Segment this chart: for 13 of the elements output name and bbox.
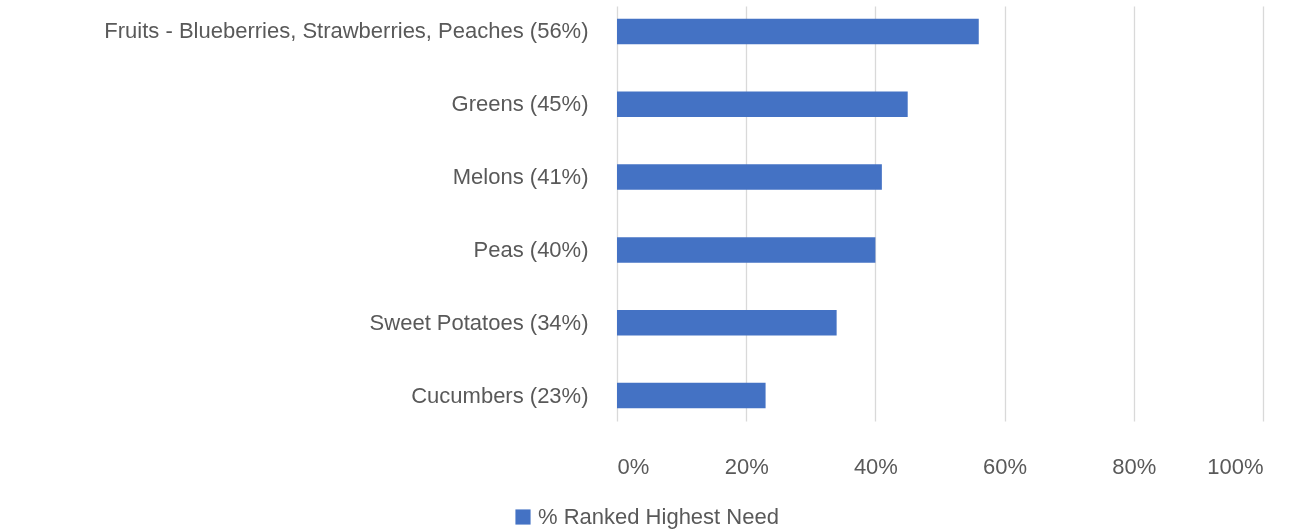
- x-tick-label: 40%: [853, 453, 898, 479]
- legend-label: % Ranked Highest Need: [538, 504, 779, 529]
- x-tick-label: 20%: [724, 453, 769, 479]
- x-tick-label: 80%: [1112, 453, 1157, 479]
- x-tick-label: 60%: [983, 453, 1028, 479]
- x-tick-label: 0%: [617, 453, 650, 479]
- y-tick-label: Peas (40%): [473, 236, 589, 262]
- y-tick-label: Sweet Potatoes (34%): [369, 309, 589, 335]
- y-tick-label: Greens (45%): [451, 91, 589, 117]
- x-tick-label: 100%: [1207, 453, 1264, 479]
- y-tick-label: Fruits - Blueberries, Strawberries, Peaches (56%): [104, 18, 589, 44]
- y-tick-label: Cucumbers (23%): [411, 382, 589, 408]
- y-tick-label: Melons (41%): [452, 164, 589, 190]
